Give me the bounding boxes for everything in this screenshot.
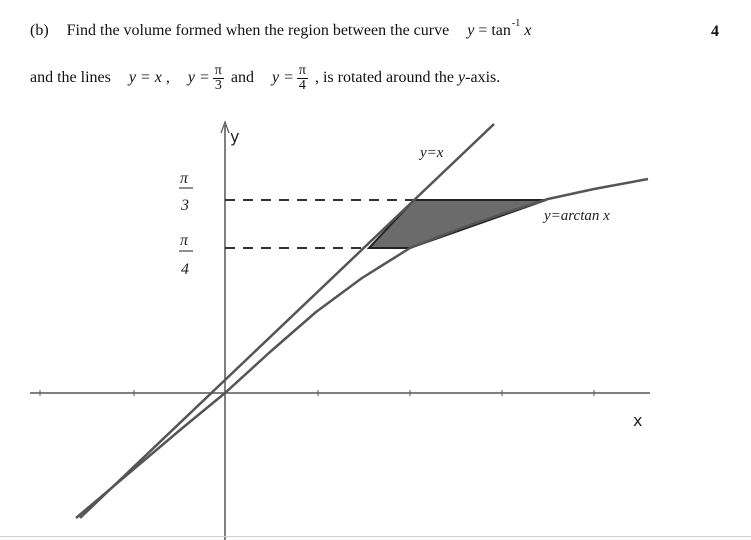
tick-pi-over-4-denominator: 4: [181, 261, 189, 278]
y-axis-arrow-icon: [220, 120, 230, 134]
marks-value: 4: [711, 23, 719, 40]
fraction-denominator: 4: [298, 78, 306, 93]
y-axis-label: y: [230, 127, 239, 146]
question-ending: , is rotated around the: [314, 69, 455, 87]
and-word: and: [230, 69, 254, 87]
inverse-superscript: -1: [511, 18, 521, 29]
separator: ,: [165, 69, 170, 87]
tick-pi-over-4-numerator: π: [180, 232, 189, 249]
line-y-eq-1: y =: [187, 69, 210, 87]
curve-arctan: [75, 177, 649, 519]
x-axis-label: x: [633, 411, 642, 430]
curve-y: y: [467, 22, 475, 39]
tick-pi-over-3-numerator: π: [180, 170, 189, 187]
line-y-equals-x: y = x: [128, 69, 162, 87]
part-label: (b): [30, 22, 49, 39]
fraction-denominator: 3: [214, 78, 222, 93]
lines-intro: and the lines: [30, 69, 111, 87]
label-y-equals-x: y=x: [418, 145, 444, 161]
line-y-equals-x: [79, 123, 495, 519]
question-text: Find the volume formed when the region b…: [66, 22, 450, 39]
axis-suffix: -axis.: [465, 69, 501, 87]
fraction-numerator: π: [296, 63, 308, 79]
fraction-numerator: π: [212, 63, 224, 79]
curve-x: x: [524, 22, 532, 39]
question-line-2: and the lines y = x , y = π 3 and y = π 4 , …: [30, 64, 500, 93]
page-bottom-rule: [0, 536, 751, 537]
label-arctan: y=arctan x: [542, 208, 610, 224]
line-y-eq-2: y =: [271, 69, 294, 87]
tick-pi-over-3-denominator: 3: [180, 197, 189, 214]
curve-equation: = tan: [478, 22, 511, 39]
question-line-1: (b) Find the volume formed when the regi…: [30, 18, 532, 40]
axis-word: y: [458, 69, 466, 87]
